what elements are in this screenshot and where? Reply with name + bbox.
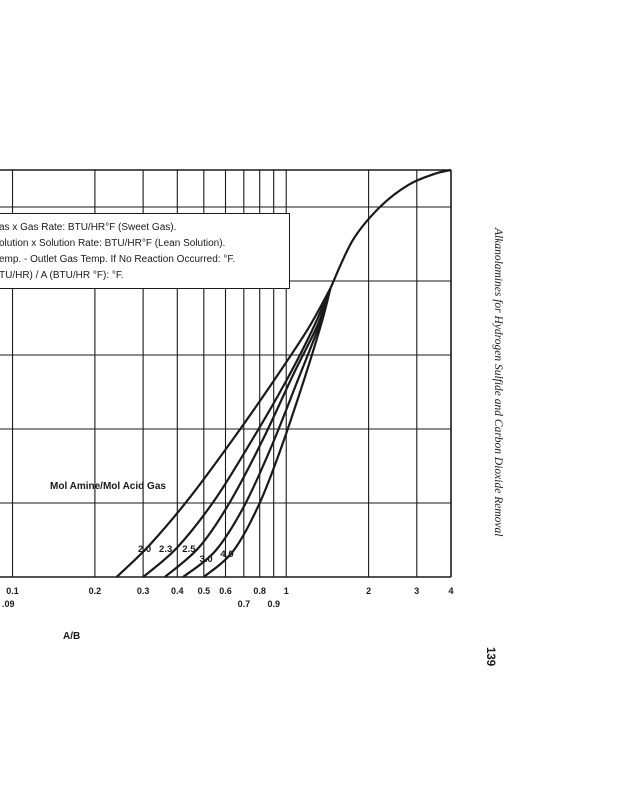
x-tick-label: 0.5 bbox=[198, 586, 211, 596]
x-tick-label: 1 bbox=[284, 586, 289, 596]
x-tick-label: 0.3 bbox=[137, 586, 150, 596]
curve-label-2-5: 2.5 bbox=[182, 544, 196, 555]
note-line-2: olution x Solution Rate: BTU/HR°F (Lean … bbox=[0, 238, 226, 249]
note-line-4: TU/HR) / A (BTU/HR °F): °F. bbox=[0, 270, 124, 281]
x-tick-label: 0.2 bbox=[89, 586, 102, 596]
note-line-1: as x Gas Rate: BTU/HR°F (Sweet Gas). bbox=[0, 222, 177, 233]
running-head: Alkanolamines for Hydrogen Sulfide and C… bbox=[492, 228, 504, 537]
curve-2-5 bbox=[164, 288, 332, 578]
curve-label-2-3: 2.3 bbox=[159, 544, 172, 555]
x-axis-label: A/B bbox=[63, 631, 81, 642]
curve-family-annotation: Mol Amine/Mol Acid Gas bbox=[50, 481, 166, 492]
x-tick-label: 2 bbox=[366, 586, 371, 596]
x-tick-label-lower: 0.9 bbox=[267, 599, 280, 609]
curve-label-3-0: 3.0 bbox=[199, 554, 212, 565]
x-tick-label: 4 bbox=[448, 586, 453, 596]
curve-label-2-0: 2.0 bbox=[138, 544, 151, 555]
curve-2-3 bbox=[142, 287, 332, 578]
curve-3-0 bbox=[182, 288, 332, 578]
page-number: 139 bbox=[484, 647, 496, 667]
x-tick-label-lower: .09 bbox=[2, 599, 15, 609]
x-tick-label-lower: 0.7 bbox=[238, 599, 251, 609]
curve-common-upper bbox=[329, 168, 452, 289]
notes-box: as x Gas Rate: BTU/HR°F (Sweet Gas). olu… bbox=[0, 213, 290, 289]
x-tick-label: 0.6 bbox=[219, 586, 232, 596]
note-line-3: emp. - Outlet Gas Temp. If No Reaction O… bbox=[0, 254, 236, 265]
x-tick-label: 0.1 bbox=[6, 586, 19, 596]
curve-4-0 bbox=[203, 288, 332, 578]
curve-label-4-0: 4.0 bbox=[220, 549, 233, 560]
x-tick-label: 0.8 bbox=[253, 586, 266, 596]
curve-2-0 bbox=[115, 287, 332, 578]
x-tick-label: 3 bbox=[414, 586, 419, 596]
x-tick-label: 0.4 bbox=[171, 586, 184, 596]
